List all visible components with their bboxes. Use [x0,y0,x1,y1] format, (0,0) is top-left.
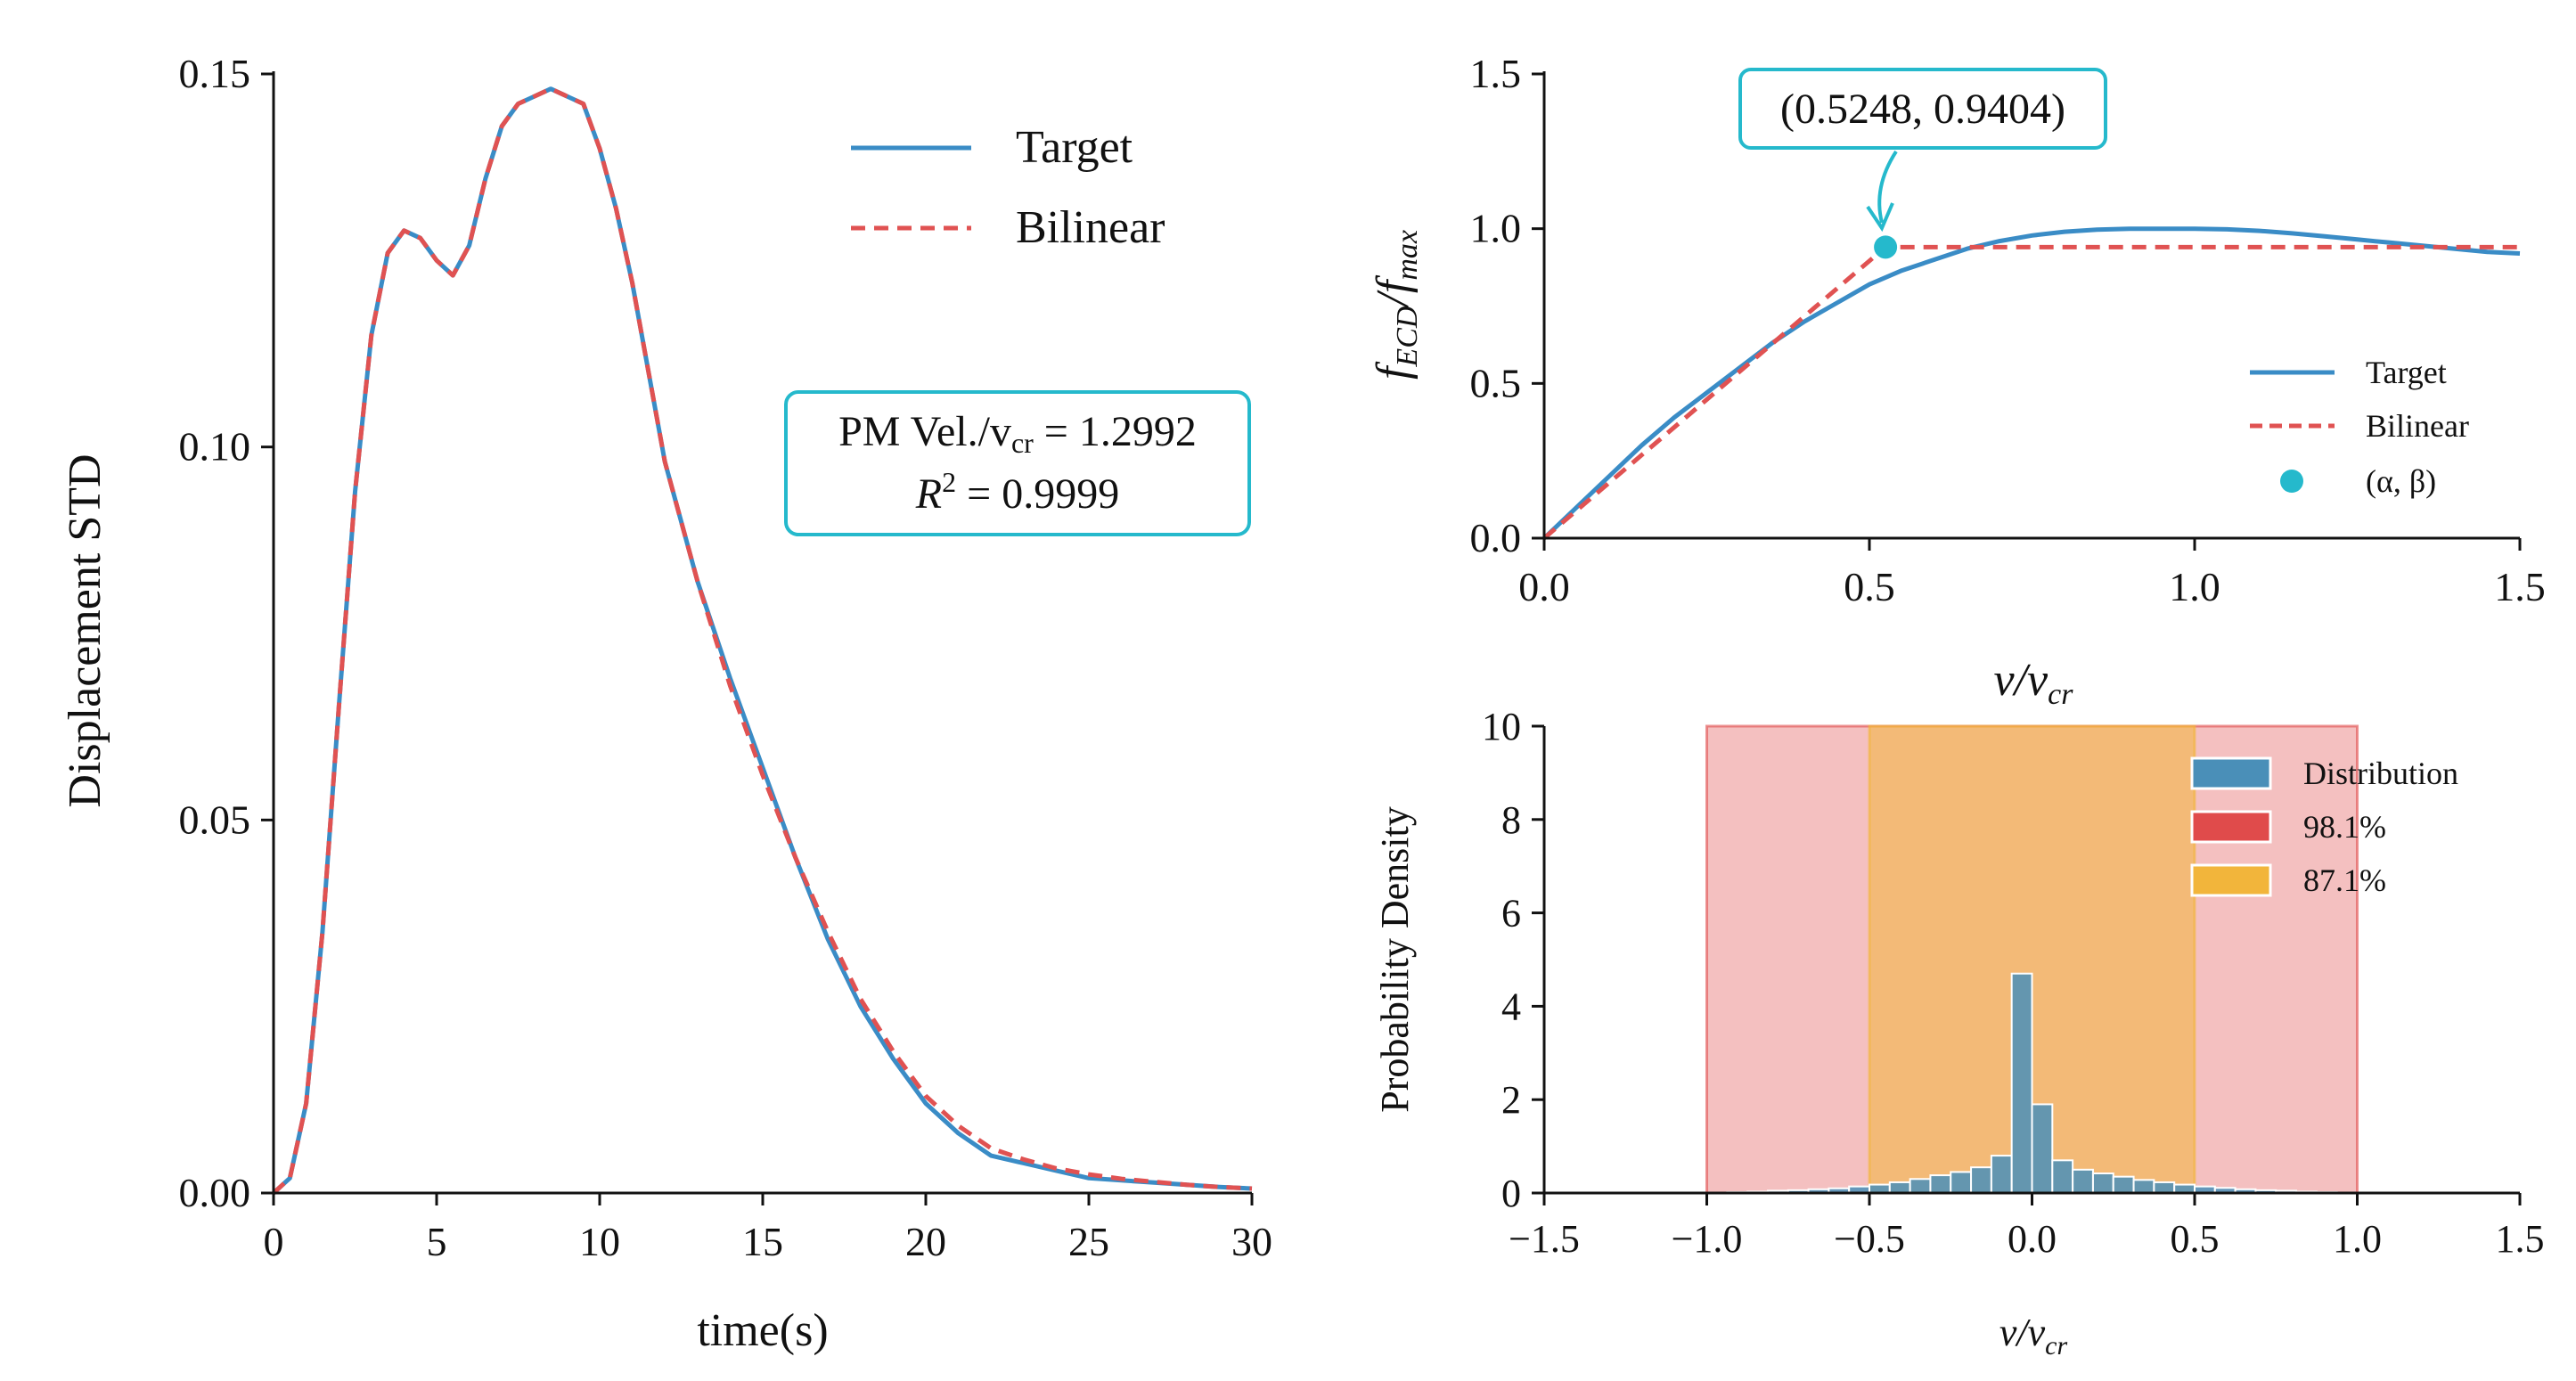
left-chart: 0 5 10 15 20 25 30 0.00 0.05 0.10 0.15 time(s) Di… [60,51,1272,1356]
histogram-bar [1970,1166,1992,1195]
histogram-bar [1950,1171,1973,1195]
left-x-tick-label: 20 [905,1219,946,1264]
tr-legend-point-label: (α, β) [2366,463,2436,499]
tr-y-tick-label: 1.0 [1470,206,1522,251]
br-legend-distribution-swatch [2190,756,2272,790]
legend-bilinear-label: Bilinear [1016,202,1165,253]
br-x-tick-label: 0.5 [2171,1217,2220,1261]
left-y-tick-label: 0.00 [179,1170,251,1215]
tr-x-axis-label: v/vcr [1994,655,2074,711]
top-right-chart: 0.0 0.5 1.0 1.5 0.0 0.5 1.0 1.5 v/vcr fECD/fma… [1368,51,2546,711]
tr-x-tick-label: 1.0 [2169,564,2220,609]
histogram-bar [2153,1181,2176,1194]
tr-x-ticks: 0.0 0.5 1.0 1.5 [1518,538,2546,609]
bottom-right-chart: −1.5 −1.0 −0.5 0.0 0.5 1.0 1.5 0 2 4 6 8 10 v/vcr P… [1373,705,2545,1361]
left-x-tick-label: 25 [1068,1219,1109,1264]
left-annotation-box: PM Vel./vcr = 1.2992 R2 = 0.9999 [784,390,1251,536]
tr-y-tick-label: 0.0 [1470,515,1522,560]
top-right-series-lines [1542,226,2521,540]
tr-x-tick-label: 1.5 [2494,564,2546,609]
left-x-tick-label: 5 [427,1219,447,1264]
histogram-bar [2010,972,2033,1194]
histogram-bar [2132,1179,2155,1195]
br-y-tick-label: 6 [1501,892,1521,936]
histogram-bar [2072,1168,2094,1195]
r-squared-text: R2 = 0.9999 [915,466,1119,518]
br-y-axis-label: Probability Density [1373,806,1417,1112]
left-legend: Target Bilinear [851,122,1165,253]
histogram-bar [2112,1175,2135,1195]
tr-series-target [1542,226,2521,540]
left-y-axis-label: Displacement STD [60,454,110,807]
histogram-bar [1929,1174,1952,1195]
tr-legend-target-label: Target [2366,355,2447,390]
tr-legend-bilinear-label: Bilinear [2366,408,2469,444]
callout-arrow-head [1866,202,1894,233]
tr-y-tick-label: 0.5 [1470,360,1522,405]
tr-y-axis-label: fECD/fmax [1368,230,1424,380]
annotation-frame [784,390,1251,536]
left-series-lines [272,86,1253,1195]
left-y-tick-label: 0.05 [179,797,251,842]
callout-arrow-shaft [1877,150,1898,224]
left-x-tick-label: 15 [742,1219,783,1264]
br-y-tick-label: 2 [1501,1078,1521,1122]
br-x-axis-label: v/vcr [1999,1311,2068,1361]
br-y-ticks: 0 2 4 6 8 10 [1482,705,1544,1215]
callout-frame [1738,68,2107,150]
histogram-bar [2031,1103,2054,1194]
histogram-bar [2051,1159,2074,1194]
left-x-tick-label: 10 [579,1219,620,1264]
br-legend-98-swatch [2190,810,2272,844]
tr-x-tick-label: 0.0 [1518,564,1570,609]
histogram-bar [1990,1155,2013,1194]
br-legend: Distribution 98.1% 87.1% [2190,756,2458,898]
br-x-tick-label: 1.5 [2496,1217,2545,1261]
br-y-tick-label: 10 [1482,705,1521,748]
br-x-ticks: −1.5 −1.0 −0.5 0.0 0.5 1.0 1.5 [1509,1193,2545,1261]
left-y-ticks: 0.00 0.05 0.10 0.15 [179,51,274,1215]
left-x-axis-label: time(s) [697,1305,828,1356]
br-x-tick-label: 0.0 [2008,1217,2057,1261]
tr-legend-point-marker [2280,470,2303,493]
br-x-tick-label: −1.5 [1509,1217,1580,1261]
pm-velocity-text: PM Vel./vcr = 1.2992 [838,408,1197,459]
left-y-tick-label: 0.10 [179,424,251,470]
br-legend-distribution-label: Distribution [2303,756,2458,791]
legend-target-label: Target [1016,122,1133,173]
tr-y-ticks: 0.0 0.5 1.0 1.5 [1470,51,1544,560]
br-legend-98-label: 98.1% [2303,809,2386,845]
left-x-ticks: 0 5 10 15 20 25 30 [264,1193,1272,1264]
br-x-tick-label: −1.0 [1672,1217,1743,1261]
tr-legend: Target Bilinear (α, β) [2250,355,2469,499]
left-x-tick-label: 30 [1231,1219,1272,1264]
left-series-bilinear [272,86,1253,1195]
tr-alpha-beta-point [1874,235,1898,259]
br-y-tick-label: 0 [1501,1172,1521,1215]
br-y-tick-label: 8 [1501,798,1521,842]
left-series-target [272,86,1253,1195]
left-y-tick-label: 0.15 [179,51,251,96]
tr-y-tick-label: 1.5 [1470,51,1522,96]
histogram-bar [1888,1181,1911,1194]
br-y-tick-label: 4 [1501,985,1521,1028]
callout-text: (0.5248, 0.9404) [1780,86,2065,133]
left-x-tick-label: 0 [264,1219,284,1264]
br-x-tick-label: 1.0 [2333,1217,2382,1261]
br-legend-87-swatch [2190,863,2272,897]
br-x-tick-label: −0.5 [1834,1217,1905,1261]
tr-point-callout: (0.5248, 0.9404) [1738,68,2107,233]
histogram-bar [1909,1178,1932,1195]
tr-x-tick-label: 0.5 [1844,564,1895,609]
br-legend-87-label: 87.1% [2303,862,2386,898]
histogram-bar [2091,1172,2114,1194]
